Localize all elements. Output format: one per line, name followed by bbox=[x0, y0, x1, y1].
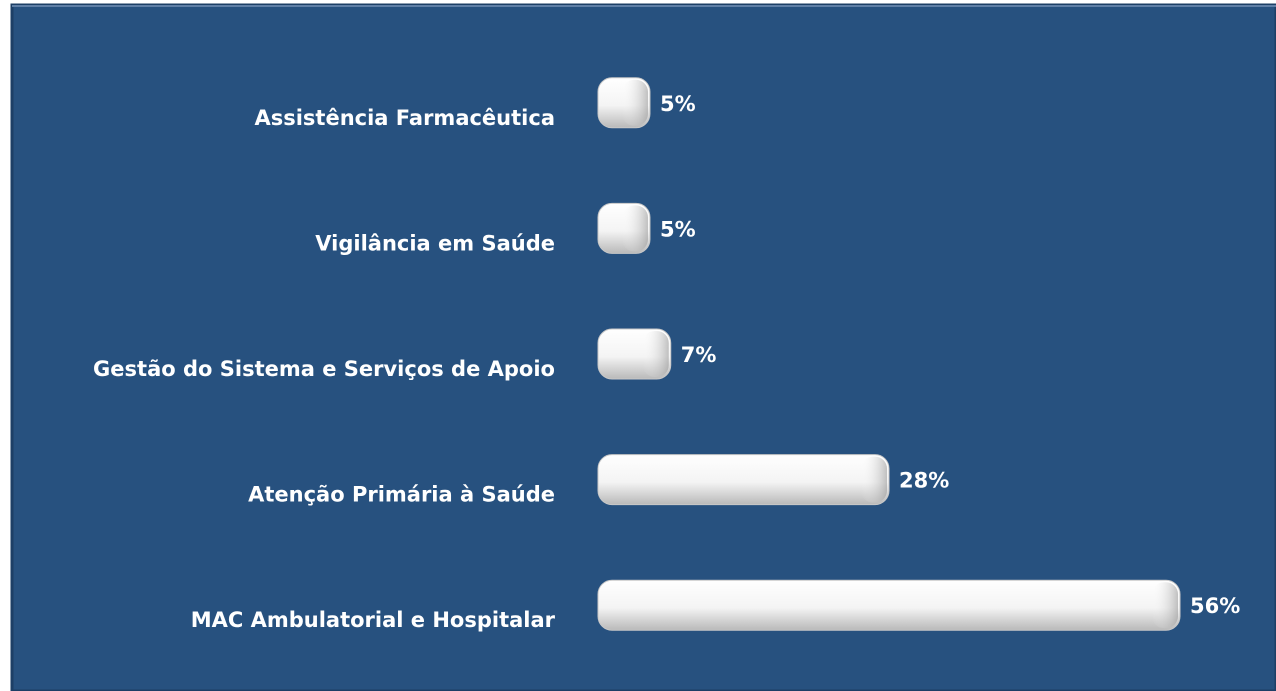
bar bbox=[597, 579, 1181, 631]
category-label: Vigilância em Saúde bbox=[315, 231, 555, 255]
category-label: MAC Ambulatorial e Hospitalar bbox=[191, 608, 556, 632]
value-label: 5% bbox=[660, 92, 696, 116]
bar-cap-shade bbox=[642, 331, 669, 377]
bar-cap-shade bbox=[861, 456, 887, 503]
category-label: Gestão do Sistema e Serviços de Apoio bbox=[93, 357, 555, 381]
value-label: 56% bbox=[1190, 594, 1240, 618]
bar-cap-shade bbox=[621, 205, 648, 252]
bar bbox=[597, 454, 890, 506]
value-label: 5% bbox=[660, 217, 696, 241]
value-label: 7% bbox=[681, 343, 717, 367]
bar-cap-shade bbox=[1152, 582, 1178, 629]
category-label: Atenção Primária à Saúde bbox=[248, 483, 555, 507]
category-label: Assistência Farmacêutica bbox=[254, 106, 555, 130]
bar-cap-shade bbox=[621, 79, 648, 126]
value-label: 28% bbox=[899, 469, 949, 493]
